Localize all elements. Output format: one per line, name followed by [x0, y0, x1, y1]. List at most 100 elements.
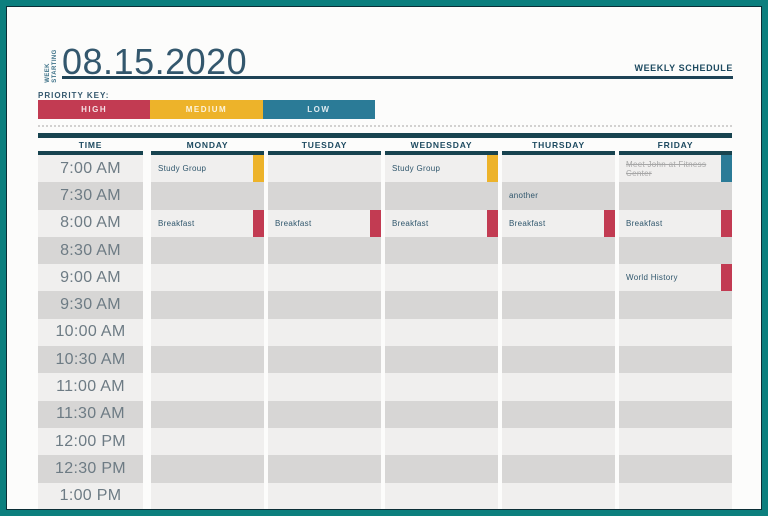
schedule-cell[interactable]: [502, 318, 615, 347]
schedule-cell[interactable]: [268, 182, 381, 210]
schedule-cell[interactable]: [268, 318, 381, 347]
schedule-cell[interactable]: [619, 373, 732, 401]
column-top-bar: [151, 151, 264, 155]
time-cell[interactable]: 11:00 AM: [38, 373, 143, 401]
schedule-cell[interactable]: [619, 482, 732, 509]
schedule-cell[interactable]: [151, 455, 264, 483]
table-top-bar: [38, 133, 732, 138]
schedule-cell[interactable]: [151, 318, 264, 347]
priority-bar-low: [721, 155, 732, 183]
schedule-cell[interactable]: [619, 400, 732, 428]
schedule-cell[interactable]: [502, 400, 615, 428]
schedule-cell[interactable]: [268, 373, 381, 401]
schedule-cell[interactable]: [268, 427, 381, 456]
week-starting-line2: STARTING: [52, 49, 58, 83]
schedule-cell[interactable]: [151, 427, 264, 456]
schedule-cell[interactable]: [502, 291, 615, 319]
event-cell[interactable]: Breakfast: [268, 209, 381, 237]
time-cell[interactable]: 8:00 AM: [38, 209, 143, 237]
schedule-cell[interactable]: [151, 291, 264, 319]
schedule-cell[interactable]: [385, 264, 498, 292]
schedule-cell[interactable]: [268, 346, 381, 374]
event-cell[interactable]: World History: [619, 264, 732, 292]
time-cell[interactable]: 1:00 PM: [38, 482, 143, 509]
event-title: Breakfast: [626, 218, 663, 228]
schedule-table: TIME MONDAY TUESDAY WEDNESDAY THURSDAY FRIDAY…: [38, 133, 732, 509]
event-title: Study Group: [392, 164, 441, 174]
event-cell[interactable]: Breakfast: [385, 209, 498, 237]
column-top-bar: [385, 151, 498, 155]
schedule-cell[interactable]: [502, 482, 615, 509]
time-cell[interactable]: 12:00 PM: [38, 427, 143, 456]
event-title: Breakfast: [392, 218, 429, 228]
schedule-cell[interactable]: [151, 400, 264, 428]
schedule-cell[interactable]: [619, 182, 732, 210]
event-title: Breakfast: [158, 218, 195, 228]
event-cell[interactable]: Study Group: [151, 155, 264, 183]
time-cell[interactable]: 7:30 AM: [38, 182, 143, 210]
event-title: Study Group: [158, 164, 207, 174]
schedule-cell[interactable]: [385, 427, 498, 456]
schedule-cell[interactable]: [268, 455, 381, 483]
column-top-bar: [38, 151, 143, 155]
schedule-cell[interactable]: [268, 264, 381, 292]
schedule-cell[interactable]: [502, 455, 615, 483]
schedule-body: 7:00 AM 7:30 AM 8:00 AM 8:30 AM 9:00 AM 9:30 …: [38, 151, 732, 509]
time-cell[interactable]: 12:30 PM: [38, 455, 143, 483]
schedule-cell[interactable]: [502, 155, 615, 183]
schedule-cell[interactable]: [385, 400, 498, 428]
schedule-cell[interactable]: [619, 346, 732, 374]
schedule-cell[interactable]: [151, 264, 264, 292]
priority-bar-high: [604, 209, 615, 237]
schedule-cell[interactable]: [268, 482, 381, 509]
event-cell[interactable]: Breakfast: [151, 209, 264, 237]
schedule-cell[interactable]: [619, 291, 732, 319]
schedule-cell[interactable]: [268, 155, 381, 183]
schedule-cell[interactable]: [502, 427, 615, 456]
event-cell[interactable]: Breakfast: [619, 209, 732, 237]
time-cell[interactable]: 10:30 AM: [38, 346, 143, 374]
schedule-cell[interactable]: [385, 182, 498, 210]
day-column-thursday: another Breakfast: [502, 151, 615, 509]
date-display: 08.15.2020: [62, 41, 248, 82]
schedule-cell[interactable]: [502, 373, 615, 401]
priority-bar-high: [370, 209, 381, 237]
schedule-cell[interactable]: [151, 236, 264, 265]
event-cell[interactable]: Study Group: [385, 155, 498, 183]
time-cell[interactable]: 11:30 AM: [38, 400, 143, 428]
schedule-cell[interactable]: [385, 318, 498, 347]
schedule-cell[interactable]: [619, 427, 732, 456]
event-cell[interactable]: Meet John at Fitness Center: [619, 155, 732, 183]
schedule-cell[interactable]: [502, 346, 615, 374]
schedule-cell[interactable]: [385, 373, 498, 401]
day-column-header-thursday: THURSDAY: [532, 139, 585, 150]
time-cell[interactable]: 9:00 AM: [38, 264, 143, 292]
event-cell[interactable]: Breakfast: [502, 209, 615, 237]
time-cell[interactable]: 10:00 AM: [38, 318, 143, 347]
schedule-cell[interactable]: [619, 455, 732, 483]
schedule-cell[interactable]: [151, 182, 264, 210]
schedule-cell[interactable]: [268, 400, 381, 428]
schedule-cell[interactable]: [385, 346, 498, 374]
time-cell[interactable]: 9:30 AM: [38, 291, 143, 319]
schedule-cell[interactable]: [151, 482, 264, 509]
day-column-wednesday: Study Group Breakfast: [385, 151, 498, 509]
schedule-cell[interactable]: [151, 373, 264, 401]
event-cell[interactable]: another: [502, 182, 615, 210]
schedule-cell[interactable]: [268, 236, 381, 265]
schedule-cell[interactable]: [385, 455, 498, 483]
schedule-cell[interactable]: [151, 346, 264, 374]
schedule-cell[interactable]: [619, 318, 732, 347]
time-cell[interactable]: 7:00 AM: [38, 155, 143, 183]
schedule-header-row: TIME MONDAY TUESDAY WEDNESDAY THURSDAY FRIDAY: [38, 138, 732, 151]
schedule-cell[interactable]: [502, 236, 615, 265]
schedule-cell[interactable]: [385, 236, 498, 265]
schedule-cell[interactable]: [502, 264, 615, 292]
time-cell[interactable]: 8:30 AM: [38, 236, 143, 265]
schedule-cell[interactable]: [385, 291, 498, 319]
schedule-cell[interactable]: [619, 236, 732, 265]
schedule-cell[interactable]: [385, 482, 498, 509]
event-title: World History: [626, 273, 678, 283]
schedule-cell[interactable]: [268, 291, 381, 319]
column-top-bar: [268, 151, 381, 155]
